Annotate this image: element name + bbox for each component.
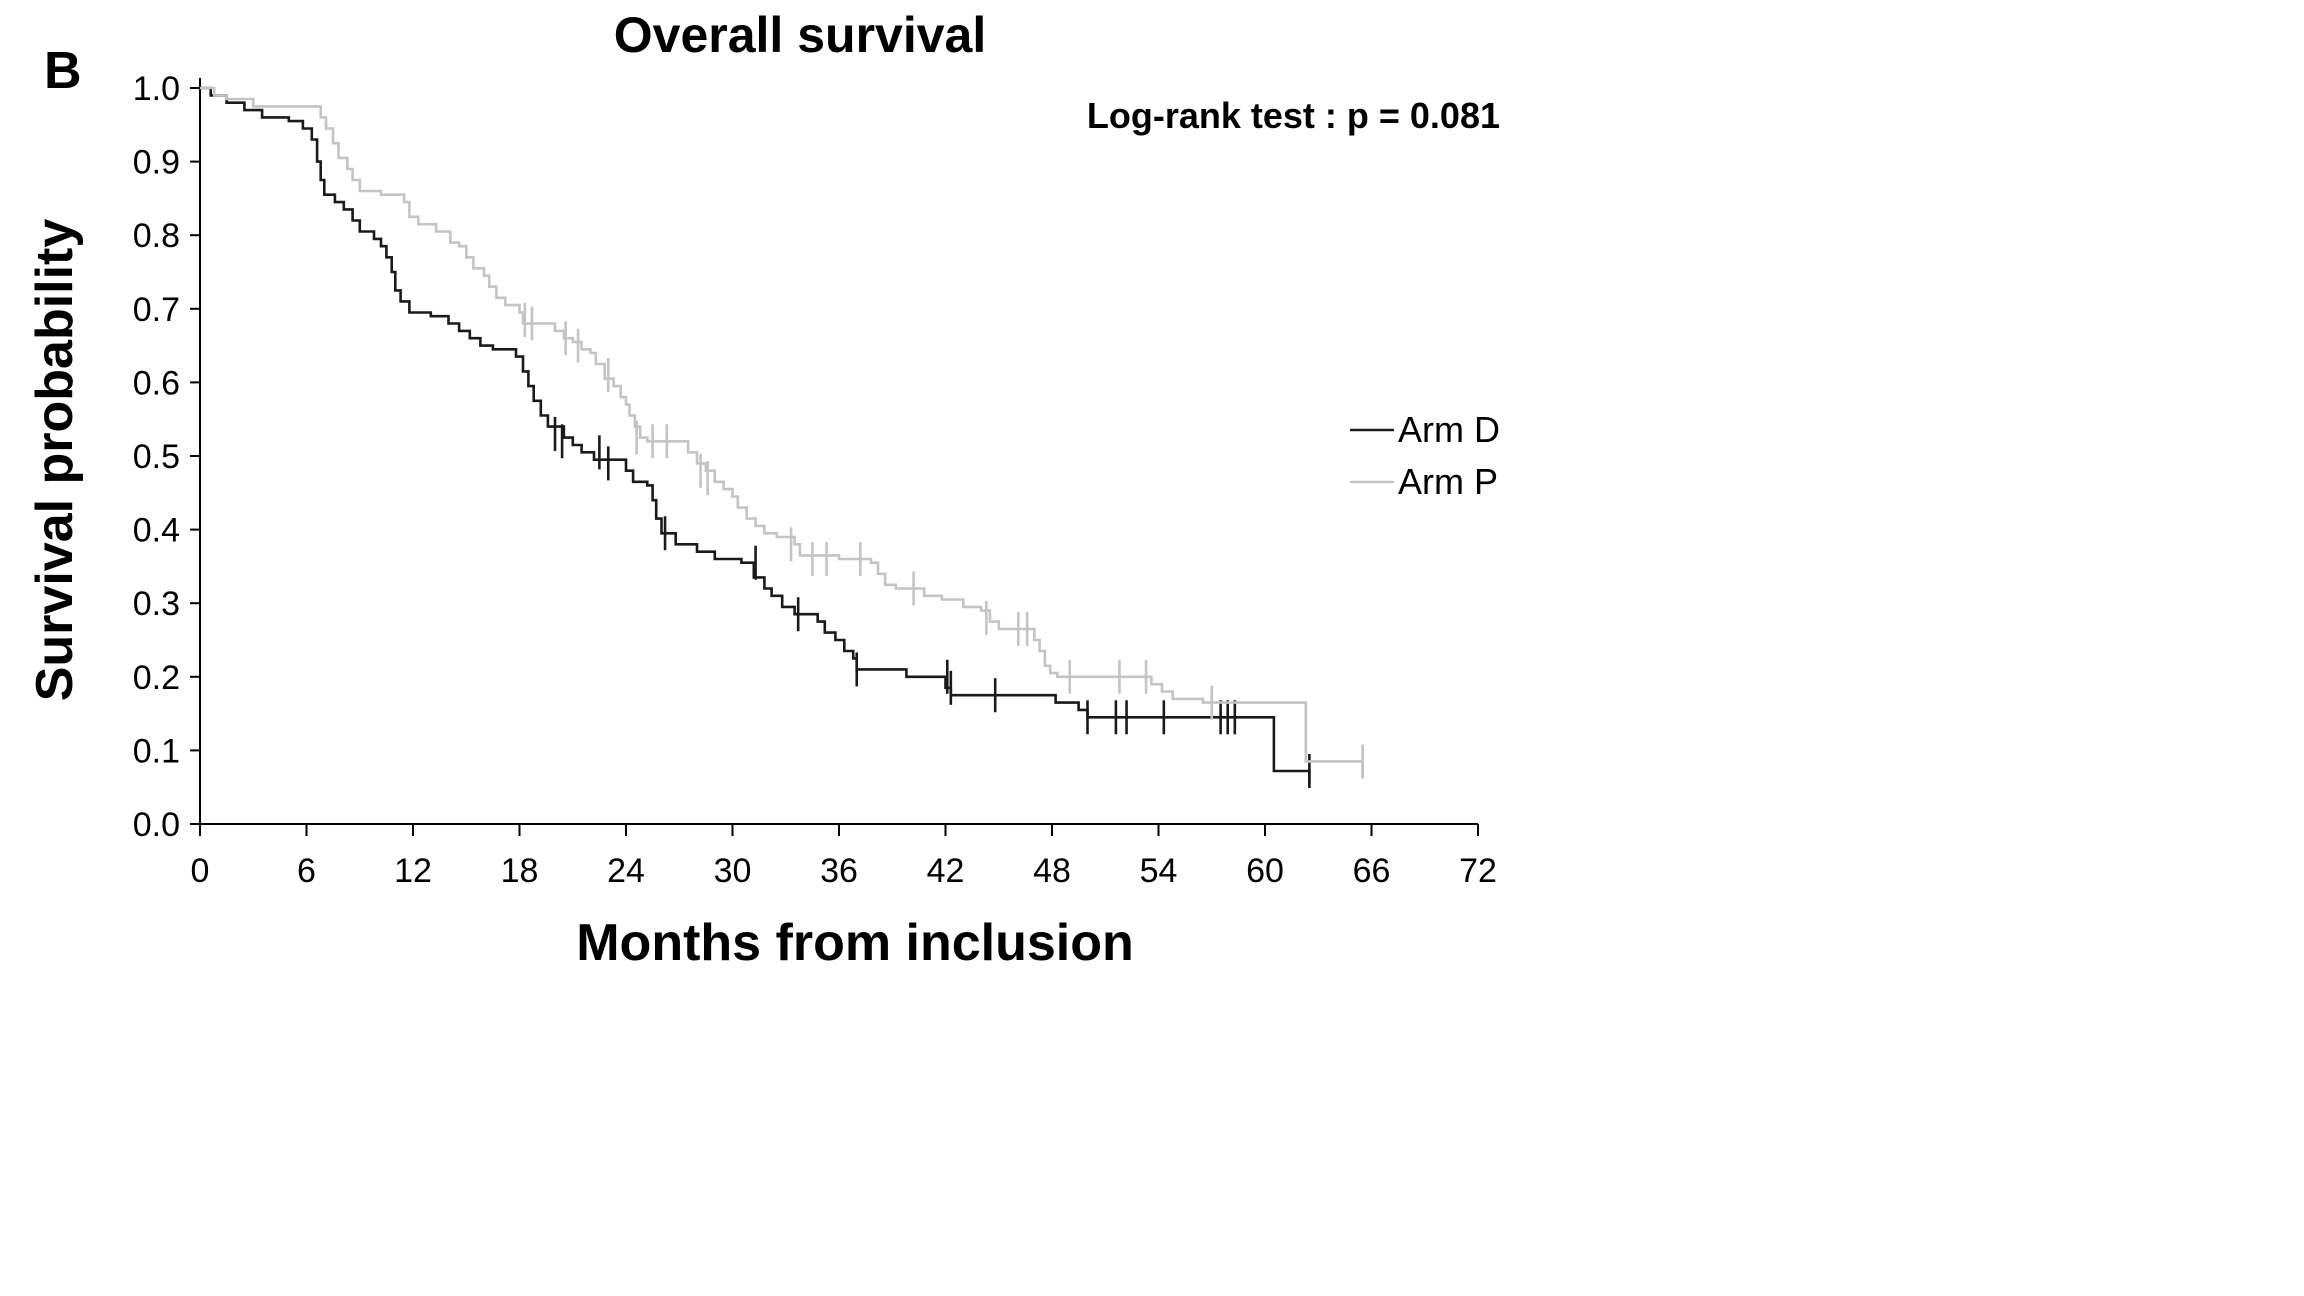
arm-d-legend-label: Arm D: [1398, 409, 1500, 450]
log-rank-annotation: Log-rank test : p = 0.081: [1087, 95, 1500, 136]
y-tick-label: 0.9: [133, 144, 180, 182]
arm-p-legend-label: Arm P: [1398, 461, 1498, 502]
y-tick-label: 0.4: [133, 512, 180, 550]
y-tick-label: 0.1: [133, 732, 180, 770]
y-tick-label: 0.7: [133, 291, 180, 329]
y-tick-label: 0.6: [133, 364, 180, 402]
x-tick-label: 36: [820, 852, 858, 890]
axes: [199, 78, 1478, 825]
legend: Arm D Arm P: [1350, 409, 1500, 502]
y-axis-title: Survival probability: [26, 219, 84, 702]
y-tick-label: 0.0: [133, 806, 180, 844]
x-tick-label: 72: [1459, 852, 1497, 890]
x-tick-label: 66: [1353, 852, 1391, 890]
y-tick-label: 0.8: [133, 217, 180, 255]
x-tick-label: 42: [927, 852, 965, 890]
x-tick-label: 18: [501, 852, 539, 890]
x-tick-label: 0: [191, 852, 210, 890]
panel-label: B: [44, 42, 82, 100]
x-axis-title: Months from inclusion: [576, 914, 1134, 972]
x-tick-label: 54: [1140, 852, 1178, 890]
x-tick-label: 30: [714, 852, 752, 890]
x-tick-label: 12: [394, 852, 432, 890]
chart-title: Overall survival: [614, 7, 986, 63]
arm-p-survival-curve: [200, 86, 1364, 779]
x-tick-label: 60: [1246, 852, 1284, 890]
y-tick-label: 0.3: [133, 585, 180, 623]
x-tick-label: 48: [1033, 852, 1071, 890]
y-ticks: 0.0 0.1 0.2 0.3 0.4 0.5 0.6 0.7 0.8 0.9 1.0: [133, 70, 200, 844]
x-ticks: 0 6 12 18 24 30 36 42 48 54 60 66 72: [191, 824, 1497, 890]
x-tick-label: 6: [297, 852, 316, 890]
x-tick-label: 24: [607, 852, 645, 890]
series-layer: [200, 86, 1364, 789]
y-tick-label: 0.2: [133, 659, 180, 697]
arm-d-survival-curve: [200, 86, 1311, 784]
y-tick-label: 1.0: [133, 70, 180, 108]
y-tick-label: 0.5: [133, 438, 180, 476]
